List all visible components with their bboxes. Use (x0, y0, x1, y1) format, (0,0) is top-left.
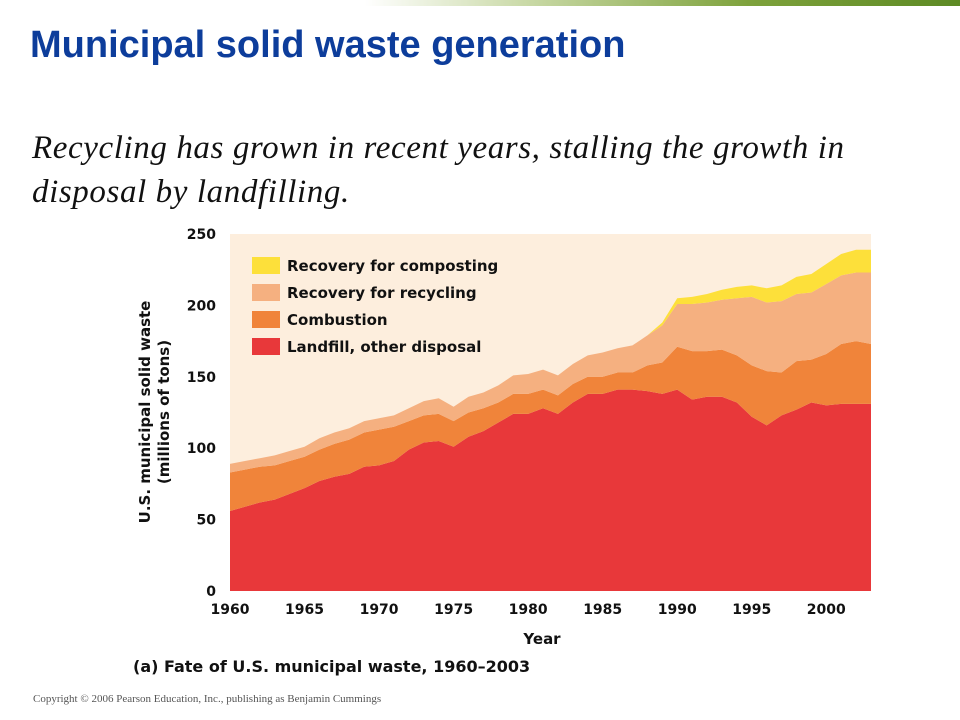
area-series-2 (230, 272, 871, 473)
x-tick-label: 1960 (211, 602, 250, 618)
y-axis-title-line2: (millions of tons) (155, 340, 173, 484)
legend-swatch (252, 284, 280, 301)
slide-subtitle: Recycling has grown in recent years, sta… (32, 130, 845, 210)
y-tick-label: 200 (187, 298, 216, 314)
y-tick-label: 50 (197, 513, 217, 529)
x-tick-labels: 1960 1965 1970 1975 1980 1985 1990 1995 2000 (211, 602, 847, 618)
y-tick-label: 150 (187, 370, 216, 386)
legend-label: Combustion (287, 311, 388, 329)
area-layers (230, 249, 871, 591)
x-tick-label: 1990 (658, 602, 697, 618)
y-tick-labels: 0 50 100 150 200 250 (187, 227, 216, 600)
legend: Recovery for composting Recovery for recy… (252, 257, 498, 356)
stacked-area-chart: 0 50 100 150 200 250 1960 1965 1970 1975 1980 1985… (133, 227, 871, 676)
legend-label: Recovery for recycling (287, 284, 477, 302)
area-series-1 (230, 341, 871, 512)
x-axis-title: Year (522, 630, 561, 648)
area-series-0 (230, 389, 871, 591)
legend-swatch (252, 311, 280, 328)
copyright-notice: Copyright © 2006 Pearson Education, Inc.… (33, 693, 382, 705)
x-tick-label: 2000 (807, 602, 846, 618)
top-accent-bar (0, 0, 960, 6)
legend-swatch (252, 338, 280, 355)
legend-label: Recovery for composting (287, 257, 498, 275)
legend-label: Landfill, other disposal (287, 338, 481, 356)
x-tick-label: 1970 (360, 602, 399, 618)
x-tick-label: 1975 (434, 602, 473, 618)
y-tick-label: 100 (187, 441, 216, 457)
y-tick-label: 250 (187, 227, 216, 243)
x-tick-label: 1980 (509, 602, 548, 618)
x-tick-label: 1965 (285, 602, 324, 618)
y-axis-title-line1: U.S. municipal solid waste (136, 301, 154, 524)
chart-caption: (a) Fate of U.S. municipal waste, 1960–2… (133, 657, 530, 676)
x-tick-label: 1995 (732, 602, 771, 618)
y-tick-label: 0 (206, 584, 216, 600)
legend-swatch (252, 257, 280, 274)
slide-title: Municipal solid waste generation (30, 24, 626, 66)
x-tick-label: 1985 (583, 602, 622, 618)
